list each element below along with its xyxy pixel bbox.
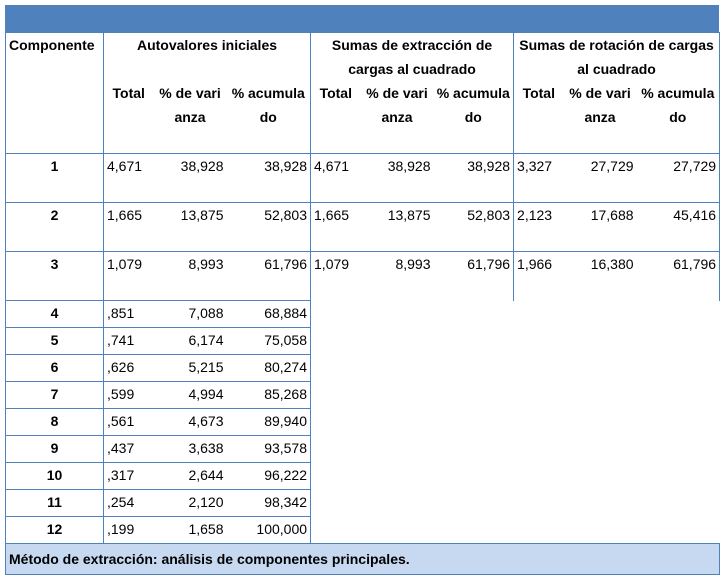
cell-cumulative: 80,274 [226,354,312,382]
cell-cumulative: 75,058 [226,327,312,355]
cell-variance: 5,215 [153,354,227,382]
cell-cumulative: 52,803 [226,202,312,252]
cell-total: ,437 [103,435,154,463]
table-row: 12,199 1,658 100,000 [5,516,720,544]
cell-variance: 8,993 [360,251,434,301]
cell-variance: 6,174 [153,327,227,355]
component-number: 5 [5,327,104,355]
cell-cumulative: 38,928 [433,153,515,203]
total-variance-table: Componente Autovalores iniciales Sumas d… [4,32,721,575]
component-number: 8 [5,408,104,436]
header-row-groups: Componente Autovalores iniciales Sumas d… [5,32,721,154]
cell-cumulative: 27,729 [636,153,721,203]
group-rotation-sums: Sumas de rotación de cargas al cuadrado [513,32,721,81]
cell-total: 1,079 [103,251,154,301]
cell-total: 1,079 [310,251,361,301]
cell-total: ,599 [103,381,154,409]
table-row: 2 1,665 13,875 52,803 1,665 13,875 52,803 2,123… [5,202,721,252]
cell-total: 4,671 [103,153,154,203]
table-row: 11,254 2,120 98,342 [5,489,720,517]
component-number: 3 [5,251,104,301]
component-number: 9 [5,435,104,463]
component-number: 1 [5,153,104,203]
subheader-variance: % de varianza [569,85,631,125]
group-extraction-sums: Sumas de extracción de cargas al cuadrad… [310,32,515,81]
cell-total: 1,966 [513,251,564,301]
cell-variance: 1,658 [153,516,227,544]
component-number: 7 [5,381,104,409]
subheader-total: Total [112,85,145,101]
component-number: 2 [5,202,104,252]
cell-cumulative: 85,268 [226,381,312,409]
footer-row: Método de extracción: análisis de compon… [4,543,721,575]
cell-variance: 8,993 [153,251,227,301]
cell-variance: 17,688 [563,202,637,252]
cell-total: 2,123 [513,202,564,252]
cell-variance: 27,729 [563,153,637,203]
cell-variance: 38,928 [360,153,434,203]
cell-total: 1,665 [310,202,361,252]
cell-cumulative: 61,796 [226,251,312,301]
cell-total: ,851 [103,300,154,328]
subheader-variance: % de varianza [366,85,428,125]
cell-cumulative: 96,222 [226,462,312,490]
cell-total: ,254 [103,489,154,517]
component-number: 10 [5,462,104,490]
table-body: 1 4,671 38,928 38,928 4,671 38,928 38,928 3,327… [5,153,721,544]
cell-total: 1,665 [103,202,154,252]
table-row: 4,851 7,088 68,884 [5,300,720,328]
cell-total: ,561 [103,408,154,436]
cell-variance: 4,994 [153,381,227,409]
extraction-method-note: Método de extracción: análisis de compon… [4,543,721,575]
cell-cumulative: 61,796 [636,251,721,301]
component-number: 6 [5,354,104,382]
table-title-bar [5,5,719,32]
subheader-variance: % de varianza [159,85,221,125]
cell-variance: 3,638 [153,435,227,463]
cell-cumulative: 61,796 [433,251,515,301]
group-initial-eigenvalues: Autovalores iniciales [103,32,312,81]
component-header: Componente [5,32,104,154]
subheader-cumulative: % acumulado [226,81,312,154]
cell-variance: 13,875 [360,202,434,252]
cell-variance: 2,644 [153,462,227,490]
table-row: 8,561 4,673 89,940 [5,408,720,436]
table-row: 10,317 2,644 96,222 [5,462,720,490]
subheader-total: Total [522,85,555,101]
table-row: 6,626 5,215 80,274 [5,354,720,382]
cell-variance: 7,088 [153,300,227,328]
component-number: 4 [5,300,104,328]
cell-variance: 16,380 [563,251,637,301]
cell-variance: 4,673 [153,408,227,436]
cell-total: ,741 [103,327,154,355]
cell-cumulative: 89,940 [226,408,312,436]
cell-total: 3,327 [513,153,564,203]
table-row: 1 4,671 38,928 38,928 4,671 38,928 38,928 3,327… [5,153,721,203]
cell-cumulative: 98,342 [226,489,312,517]
component-number: 12 [5,516,104,544]
header-row-subcolumns: Total % de varianza % acumulado Total % … [6,81,721,154]
table-row: 3 1,079 8,993 61,796 1,079 8,993 61,796 1,966 16… [5,251,721,301]
table-row: 5,741 6,174 75,058 [5,327,720,355]
cell-cumulative: 100,000 [226,516,312,544]
variance-table-container: Componente Autovalores iniciales Sumas d… [4,5,721,575]
cell-cumulative: 52,803 [433,202,515,252]
cell-variance: 13,875 [153,202,227,252]
cell-cumulative: 68,884 [226,300,312,328]
subheader-total: Total [319,85,352,101]
cell-total: ,199 [103,516,154,544]
cell-variance: 2,120 [153,489,227,517]
component-number: 11 [5,489,104,517]
cell-total: 4,671 [310,153,361,203]
cell-cumulative: 93,578 [226,435,312,463]
cell-cumulative: 38,928 [226,153,312,203]
cell-cumulative: 45,416 [636,202,721,252]
cell-total: ,626 [103,354,154,382]
cell-variance: 38,928 [153,153,227,203]
subheader-cumulative: % acumulado [433,81,515,154]
table-row: 9,437 3,638 93,578 [5,435,720,463]
subheader-cumulative: % acumulado [636,81,721,154]
table-row: 7,599 4,994 85,268 [5,381,720,409]
cell-total: ,317 [103,462,154,490]
